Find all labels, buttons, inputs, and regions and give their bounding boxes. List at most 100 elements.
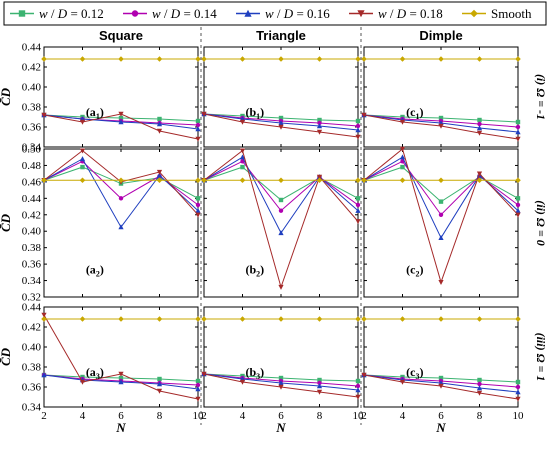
y-tick-label: 0.44 (22, 193, 42, 205)
y-tick-label: 0.36 (22, 382, 42, 394)
y-tick-label: 0.44 (22, 302, 42, 314)
data-point (515, 212, 521, 218)
data-point (239, 119, 246, 125)
data-point (476, 171, 483, 177)
data-point (157, 376, 162, 382)
data-point (477, 381, 482, 387)
y-tick-label: 0.34 (22, 142, 42, 154)
legend-label: w / D = 0.16 (265, 6, 330, 21)
data-point (156, 388, 163, 394)
y-tick-label: 0.42 (22, 209, 41, 221)
x-tick-label: 10 (193, 410, 205, 422)
panel-label: (b2) (245, 262, 264, 278)
data-point (317, 377, 322, 383)
legend-label: w / D = 0.18 (378, 6, 443, 21)
column-title: Square (99, 28, 143, 43)
data-point (476, 316, 483, 322)
data-point (515, 207, 521, 213)
data-point (438, 123, 444, 129)
data-point (195, 382, 201, 388)
data-point (156, 381, 163, 387)
data-point (316, 129, 323, 135)
data-point (156, 169, 163, 175)
data-point (477, 117, 482, 123)
data-point (278, 124, 284, 130)
data-point (195, 396, 201, 402)
data-point (515, 384, 521, 390)
x-tick-label: 2 (361, 410, 367, 422)
data-point (399, 119, 406, 125)
data-point (195, 136, 201, 142)
data-point (316, 389, 323, 395)
x-tick-label: 8 (317, 410, 323, 422)
data-point (41, 372, 47, 378)
data-point (477, 121, 482, 127)
data-point (278, 316, 284, 322)
y-tick-label: 0.38 (22, 242, 42, 254)
data-point (515, 396, 521, 402)
y-tick-label: 0.34 (22, 402, 42, 414)
chart-panel: (c1) (361, 46, 521, 148)
x-tick-label: 8 (477, 410, 483, 422)
data-point (278, 115, 284, 121)
legend-label: w / D = 0.14 (152, 6, 217, 21)
data-point (157, 116, 162, 122)
x-tick-label: 4 (80, 410, 86, 422)
y-tick-label: 0.42 (22, 62, 41, 74)
data-point (476, 56, 483, 62)
data-point (477, 377, 482, 383)
data-point (438, 280, 444, 285)
data-point (399, 316, 406, 322)
panel-grid: 0.34 0.36 0.38 0.40 0.42 0.44 (a1) (b1) (c1) 0.32… (22, 42, 524, 423)
data-point (316, 383, 323, 389)
data-point (41, 112, 47, 118)
y-tick-label: 0.42 (22, 322, 41, 334)
y-tick-label: 0.40 (22, 342, 42, 354)
plot-area (203, 306, 359, 408)
data-point (476, 385, 483, 391)
chart-panel: 2 4 6 8 10 (c3) (361, 306, 524, 422)
data-point (79, 316, 86, 322)
y-axis-label: C̄D (0, 213, 13, 232)
y-axis-label: C̄D (0, 87, 13, 106)
x-axis-label: N (435, 420, 446, 435)
data-point (515, 136, 521, 142)
data-point (118, 371, 124, 377)
plot-area (203, 148, 359, 298)
data-point (317, 117, 322, 123)
data-point (399, 379, 406, 385)
data-point (515, 56, 521, 62)
data-point (515, 389, 521, 395)
data-point (438, 316, 444, 322)
data-point (118, 111, 124, 117)
data-point (195, 196, 201, 201)
panel-label: (a1) (86, 105, 104, 121)
x-axis-label: N (115, 420, 126, 435)
row-label: (i) Ω = -1 (534, 74, 548, 120)
legend-marker (18, 10, 26, 17)
y-tick-label: 0.36 (22, 122, 42, 134)
data-point (278, 284, 284, 290)
data-point (156, 121, 163, 127)
data-point (156, 56, 163, 62)
data-point (201, 371, 207, 377)
y-tick-label: 0.44 (22, 42, 42, 54)
data-point (240, 164, 245, 170)
legend-marker (357, 10, 365, 18)
data-point (361, 112, 367, 118)
plot-area (43, 306, 199, 408)
data-point (239, 148, 246, 154)
data-point (355, 394, 361, 400)
row-label: (iii) Ω = 1 (534, 333, 548, 382)
data-point (118, 375, 124, 381)
data-point (278, 208, 284, 213)
legend-box (3, 1, 547, 26)
data-point (278, 177, 284, 184)
data-point (438, 177, 444, 184)
data-point (515, 177, 521, 184)
panel-label: (b3) (245, 365, 264, 381)
data-point (118, 379, 124, 385)
data-point (195, 202, 201, 208)
data-point (355, 378, 361, 384)
data-point (400, 164, 405, 170)
